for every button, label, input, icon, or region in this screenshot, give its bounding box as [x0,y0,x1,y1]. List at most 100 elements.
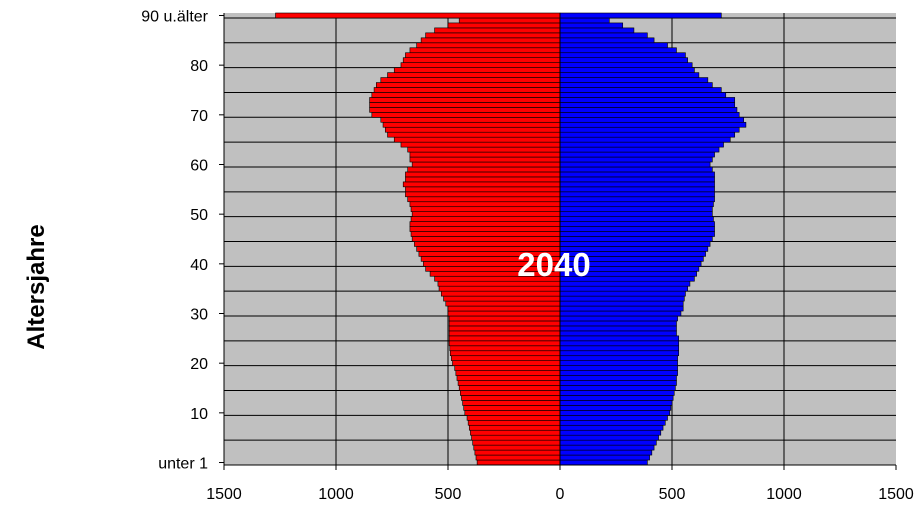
y-tick-labels: unter 1 10 20 30 40 50 60 70 80 90 u.älter [141,8,224,473]
left-bar-age-71 [369,107,561,113]
right-bar-age-80 [559,62,693,68]
left-bar-age-50 [411,211,561,217]
right-bar-age-82 [559,52,686,59]
right-bar-age-49 [559,216,714,222]
left-bar-age-45 [411,236,561,242]
left-bar-age-89 [458,17,561,24]
right-bar-age-45 [559,236,713,242]
right-bar-age-47 [559,226,715,232]
right-bar-age-31 [559,305,684,312]
right-bar-age-65 [559,136,731,143]
left-bar-age-54 [405,191,561,198]
left-bar-age-70 [371,112,561,118]
right-bar-age-56 [559,181,715,188]
left-bar-age-33 [443,295,561,302]
right-bar-age-12 [559,400,673,406]
right-bar-age-22 [559,350,680,357]
y-tick-label: 10 [190,406,208,423]
right-bar-age-60 [559,161,711,168]
left-bar-age-30 [447,310,561,317]
right-bar-age-1 [559,454,650,461]
left-bar-age-47 [409,226,561,232]
right-bar-age-63 [559,146,720,153]
left-bar-age-78 [387,72,561,78]
right-bar-age-23 [559,345,680,352]
left-bar-age-13 [461,395,561,401]
right-bar-age-48 [559,221,715,227]
right-bar-age-4 [559,439,657,446]
x-tick-label: 500 [659,486,686,503]
right-bar-age-8 [559,419,666,426]
left-bar-age-34 [440,290,561,297]
right-bar-age-58 [559,171,715,178]
right-bar-age-59 [559,166,713,173]
right-bar-age-75 [559,87,722,93]
x-tick-label: 500 [435,486,462,503]
left-bar-age-80 [400,62,561,68]
right-bar-age-15 [559,385,676,391]
left-bar-age-83 [409,47,561,54]
left-bar-age-55 [405,186,561,193]
right-bar-age-51 [559,206,713,212]
x-tick-label: 1000 [318,486,354,503]
left-bar-age-60 [411,161,561,168]
left-bar-age-68 [382,121,561,128]
y-tick-label: 50 [190,207,208,224]
right-bar-age-5 [559,434,659,441]
right-bar-age-62 [559,151,715,158]
y-tick-label: 20 [190,356,208,373]
left-bar-age-22 [449,350,561,357]
left-bar-age-16 [457,380,561,386]
y-tick-label: 40 [190,257,208,274]
left-bar-age-18 [455,370,561,376]
year-annotation: 2040 [517,246,590,283]
right-bar-age-54 [559,191,715,198]
x-tick-label: 1000 [766,486,802,503]
right-bar-age-89 [559,17,610,24]
right-bar-age-6 [559,429,662,436]
left-bar-age-14 [460,390,561,396]
right-bar-age-0 [559,459,648,466]
left-bar-age-65 [393,136,561,143]
left-bar-age-81 [402,57,561,63]
left-bar-age-52 [409,201,561,208]
left-bar-age-53 [407,196,561,203]
left-bar-age-6 [470,429,561,436]
x-tick-label: 1500 [878,486,914,503]
right-bar-age-71 [559,107,738,113]
right-bar-age-81 [559,57,688,63]
right-bar-age-88 [559,22,624,29]
left-bar-age-51 [410,206,561,212]
left-bar-age-49 [410,216,561,222]
right-bar-age-67 [559,126,740,133]
left-bar-age-7 [468,424,561,431]
right-bar-age-74 [559,92,727,98]
left-bar-age-29 [448,315,561,322]
right-bar-age-85 [559,37,655,44]
left-bar-age-88 [447,22,561,29]
left-bar-age-72 [369,102,561,108]
left-bar-age-32 [445,300,561,307]
right-bar-age-2 [559,449,653,456]
left-bar-age-10 [464,410,561,416]
left-bar-age-63 [407,146,561,153]
y-tick-label: 80 [190,58,208,75]
right-series-bars [559,12,747,466]
right-bar-age-19 [559,365,678,371]
right-bar-age-77 [559,77,709,83]
right-bar-age-72 [559,102,736,108]
y-tick-label: 90 u.älter [141,8,208,25]
left-bar-age-62 [409,151,561,158]
right-bar-age-17 [559,375,677,381]
left-bar-age-11 [463,405,561,411]
left-bar-age-24 [448,340,561,347]
right-bar-age-35 [559,285,688,292]
right-bar-age-53 [559,196,715,203]
left-bar-age-73 [369,97,561,103]
right-bar-age-57 [559,176,715,183]
right-bar-age-34 [559,290,686,297]
left-bar-age-67 [384,126,561,133]
left-bar-age-15 [458,385,561,391]
left-bar-age-86 [425,32,561,39]
